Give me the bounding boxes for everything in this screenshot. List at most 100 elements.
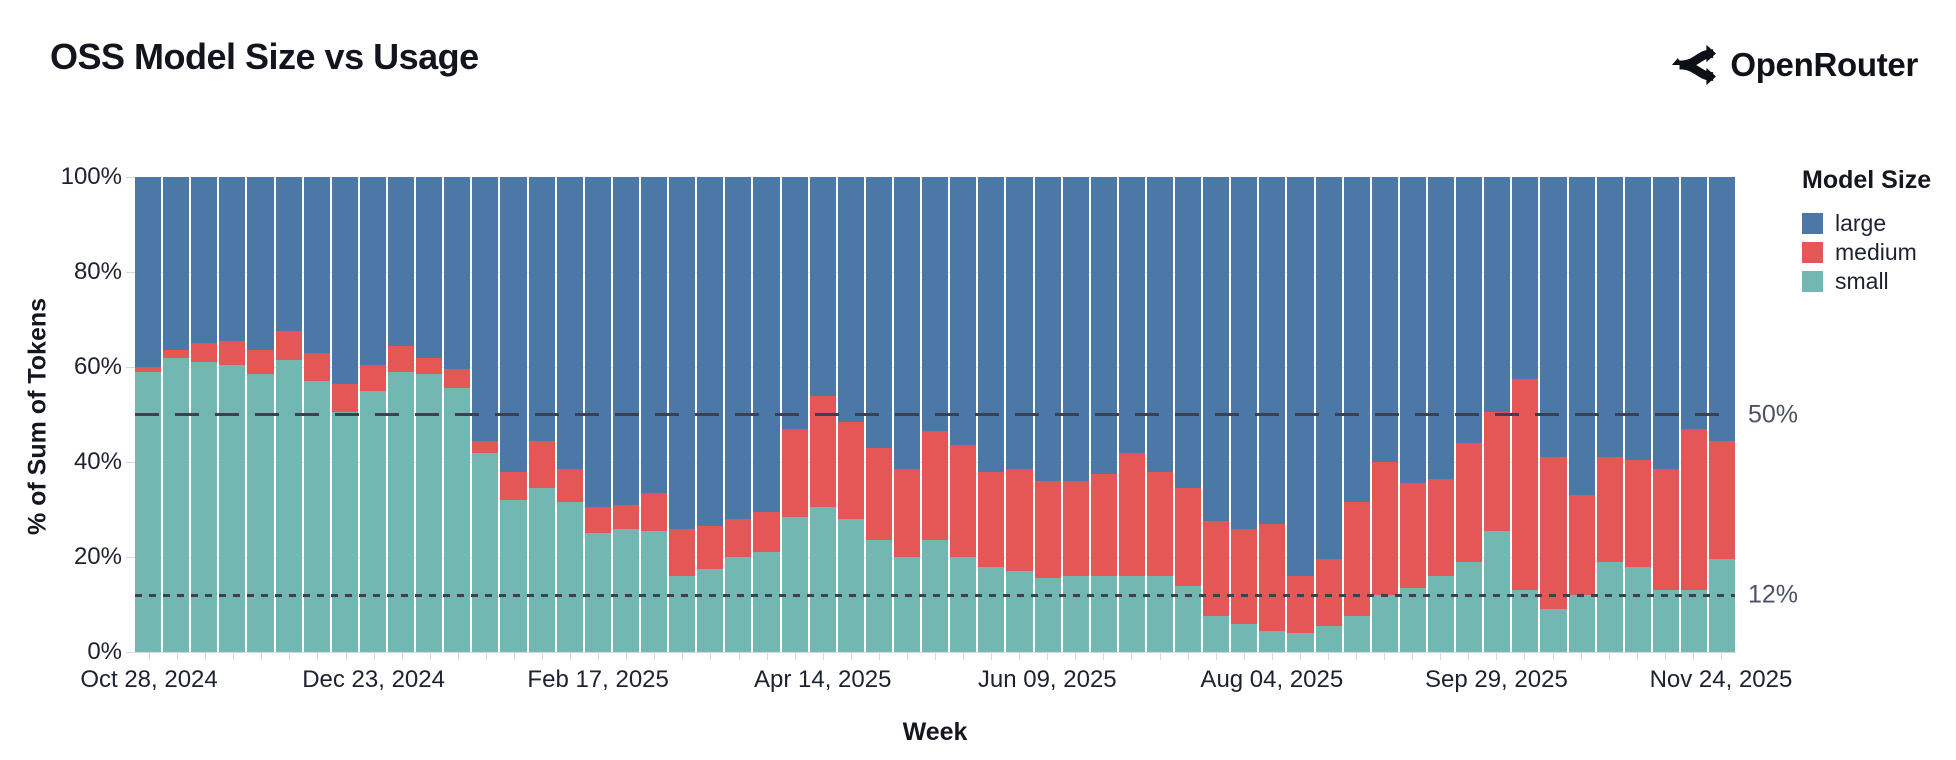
bar-week-Aug-25-2025[interactable] (1343, 177, 1370, 652)
bar-week-Dec-02-2024[interactable] (275, 177, 302, 652)
bar-segment-small[interactable] (135, 371, 162, 652)
bar-segment-small[interactable] (1118, 576, 1145, 652)
bar-segment-small[interactable] (359, 390, 386, 652)
bar-segment-medium[interactable] (781, 428, 808, 517)
bar-segment-small[interactable] (1287, 633, 1314, 652)
bar-week-Jan-27-2025[interactable] (500, 177, 527, 652)
bar-segment-medium[interactable] (950, 445, 977, 557)
bar-segment-medium[interactable] (669, 528, 696, 576)
bar-week-Jul-28-2025[interactable] (1231, 177, 1258, 652)
bar-week-Oct-27-2025[interactable] (1596, 177, 1623, 652)
bar-segment-large[interactable] (640, 177, 668, 493)
bar-segment-small[interactable] (1231, 623, 1258, 652)
bar-week-Dec-23-2024[interactable] (359, 177, 386, 652)
bar-week-Jul-07-2025[interactable] (1146, 177, 1174, 652)
bar-segment-small[interactable] (1399, 587, 1427, 652)
bar-segment-medium[interactable] (1034, 481, 1061, 579)
bar-segment-large[interactable] (865, 177, 892, 448)
bar-segment-small[interactable] (1146, 576, 1174, 652)
bar-segment-medium[interactable] (837, 421, 864, 519)
bar-week-Jul-21-2025[interactable] (1203, 177, 1230, 652)
bar-segment-large[interactable] (1540, 177, 1567, 458)
bar-segment-large[interactable] (1259, 177, 1286, 524)
bar-segment-small[interactable] (1681, 590, 1708, 652)
bar-segment-large[interactable] (781, 177, 808, 429)
bar-segment-large[interactable] (950, 177, 977, 446)
legend-item-small[interactable]: small (1802, 267, 1931, 296)
bar-week-Jul-14-2025[interactable] (1175, 177, 1202, 652)
bar-segment-medium[interactable] (219, 340, 246, 365)
bar-segment-medium[interactable] (163, 350, 190, 358)
bar-segment-small[interactable] (837, 519, 864, 652)
bar-segment-large[interactable] (500, 177, 527, 472)
bar-week-Nov-04-2024[interactable] (163, 177, 190, 652)
bar-segment-large[interactable] (697, 177, 724, 527)
bar-segment-medium[interactable] (1118, 452, 1145, 576)
bar-week-Mar-31-2025[interactable] (753, 177, 780, 652)
bar-segment-large[interactable] (163, 177, 190, 351)
bar-segment-small[interactable] (1315, 625, 1342, 652)
bar-segment-large[interactable] (978, 177, 1005, 472)
bar-segment-medium[interactable] (1568, 495, 1595, 595)
bar-segment-small[interactable] (1568, 595, 1595, 652)
bar-segment-small[interactable] (303, 381, 330, 652)
bar-week-May-19-2025[interactable] (950, 177, 977, 652)
bar-segment-large[interactable] (1287, 177, 1314, 576)
bar-segment-large[interactable] (1315, 177, 1342, 560)
bar-segment-small[interactable] (1371, 595, 1398, 652)
bar-segment-medium[interactable] (865, 447, 892, 541)
bar-segment-large[interactable] (1006, 177, 1033, 470)
bar-segment-medium[interactable] (1456, 443, 1483, 562)
bar-segment-large[interactable] (1652, 177, 1680, 470)
bar-week-May-12-2025[interactable] (922, 177, 949, 652)
bar-segment-medium[interactable] (922, 431, 949, 541)
bar-segment-medium[interactable] (135, 367, 162, 372)
bar-segment-small[interactable] (725, 557, 752, 652)
bar-segment-large[interactable] (191, 177, 218, 344)
bar-segment-medium[interactable] (1681, 428, 1708, 591)
bar-week-Nov-24-2025[interactable] (1709, 177, 1736, 652)
bar-segment-large[interactable] (1596, 177, 1623, 458)
bar-week-Nov-11-2024[interactable] (191, 177, 218, 652)
bar-segment-medium[interactable] (584, 507, 611, 534)
bar-segment-medium[interactable] (1203, 521, 1230, 617)
bar-segment-medium[interactable] (472, 440, 499, 453)
bar-segment-medium[interactable] (1371, 462, 1398, 595)
bar-week-Mar-17-2025[interactable] (697, 177, 724, 652)
bar-week-Nov-18-2024[interactable] (219, 177, 246, 652)
bar-segment-small[interactable] (669, 576, 696, 652)
bar-segment-small[interactable] (1062, 576, 1089, 652)
bar-week-Dec-30-2024[interactable] (387, 177, 415, 652)
bar-week-Dec-16-2024[interactable] (331, 177, 358, 652)
bar-segment-large[interactable] (837, 177, 864, 422)
bar-week-Mar-10-2025[interactable] (669, 177, 696, 652)
bar-segment-small[interactable] (781, 516, 808, 652)
bar-segment-large[interactable] (1399, 177, 1427, 484)
bar-week-Aug-04-2025[interactable] (1259, 177, 1286, 652)
bar-week-Feb-03-2025[interactable] (528, 177, 555, 652)
bar-segment-medium[interactable] (556, 469, 583, 503)
bar-segment-medium[interactable] (1428, 478, 1455, 576)
bar-segment-small[interactable] (1652, 590, 1680, 652)
openrouter-logo[interactable]: OpenRouter (1670, 42, 1918, 88)
bar-segment-medium[interactable] (1259, 523, 1286, 631)
bar-segment-large[interactable] (528, 177, 555, 441)
bar-segment-small[interactable] (247, 374, 274, 652)
bar-segment-large[interactable] (893, 177, 921, 470)
bar-week-Feb-10-2025[interactable] (556, 177, 583, 652)
bar-segment-large[interactable] (1456, 177, 1483, 443)
bar-segment-medium[interactable] (1287, 576, 1314, 633)
bar-segment-medium[interactable] (1006, 469, 1033, 572)
bar-segment-small[interactable] (387, 371, 415, 652)
bar-segment-large[interactable] (444, 177, 471, 370)
bar-segment-large[interactable] (275, 177, 302, 332)
bar-segment-medium[interactable] (500, 471, 527, 500)
bar-segment-large[interactable] (359, 177, 386, 365)
bar-segment-medium[interactable] (1484, 412, 1511, 531)
bar-segment-small[interactable] (163, 357, 190, 652)
bar-segment-small[interactable] (978, 566, 1005, 652)
bar-week-Dec-09-2024[interactable] (303, 177, 330, 652)
bar-segment-medium[interactable] (528, 440, 555, 489)
bar-segment-medium[interactable] (416, 357, 443, 375)
bar-segment-small[interactable] (275, 359, 302, 652)
